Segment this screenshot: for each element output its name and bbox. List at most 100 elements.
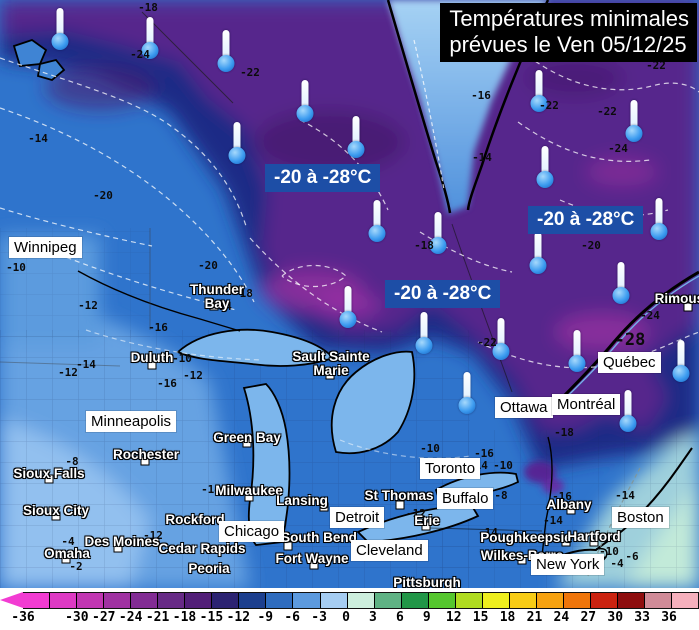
colorbar-tick-label: 3 bbox=[369, 610, 377, 625]
thermometer-bulb bbox=[347, 141, 365, 158]
contour-label: -16 bbox=[148, 321, 168, 334]
contour-label: -14 bbox=[543, 514, 563, 527]
thermometer-stem bbox=[535, 70, 543, 102]
colorbar-segment bbox=[617, 593, 645, 608]
forecast-title-line1: Températures minimales bbox=[449, 6, 689, 31]
contour-label: -22 bbox=[597, 105, 617, 118]
thermometer-bulb bbox=[51, 33, 69, 50]
city-marker bbox=[395, 500, 405, 510]
thermometer-icon bbox=[568, 330, 586, 376]
city-label-st-thomas: St Thomas bbox=[364, 488, 434, 503]
city-label-poughkeepsie: Poughkeepsie bbox=[480, 530, 572, 545]
colorbar-tick-label: 9 bbox=[422, 610, 431, 625]
thermometer-icon bbox=[625, 100, 643, 146]
city-marker bbox=[309, 560, 319, 570]
colorbar-tick-label: -18 bbox=[172, 610, 197, 625]
colorbar-tick-label: 18 bbox=[499, 610, 516, 625]
temperature-range-annotation: -20 à -28°C bbox=[385, 280, 501, 308]
contour-label: -14 bbox=[76, 358, 96, 371]
colorbar-tick-label: -6 bbox=[284, 610, 301, 625]
city-marker bbox=[319, 502, 329, 512]
contour-label: -24 bbox=[608, 142, 628, 155]
colorbar-tick-label: -30 bbox=[65, 610, 89, 625]
contour-label: -18 bbox=[554, 426, 574, 439]
contour-label: -4 bbox=[61, 535, 75, 548]
contour-label: -24 bbox=[130, 48, 150, 61]
temperature-range-annotation: -20 à -28°C bbox=[528, 206, 644, 234]
colorbar-segment bbox=[454, 593, 482, 608]
thermometer-bulb bbox=[458, 397, 476, 414]
colorbar-segment bbox=[508, 593, 536, 608]
contour-label: -22 bbox=[539, 99, 559, 112]
city-label-qu-bec: Québec bbox=[598, 352, 661, 373]
city-label-sioux-city: Sioux City bbox=[22, 503, 90, 518]
contour-label: -8 bbox=[65, 455, 79, 468]
city-marker bbox=[325, 370, 335, 380]
thermometer-icon bbox=[612, 262, 630, 308]
colorbar-segment bbox=[562, 593, 590, 608]
contour-label: -10 bbox=[493, 459, 513, 472]
contour-label: -12 bbox=[78, 299, 98, 312]
colorbar-segment bbox=[373, 593, 401, 608]
thermometer-stem bbox=[463, 372, 471, 404]
colorbar-tick-label: 12 bbox=[445, 610, 462, 625]
city-label-rockford: Rockford bbox=[165, 512, 225, 527]
thermometer-stem bbox=[301, 80, 309, 112]
thermometer-bulb bbox=[339, 311, 357, 328]
city-marker bbox=[517, 555, 527, 565]
contour-label: -6 bbox=[625, 550, 639, 563]
city-label-omaha: Omaha bbox=[44, 546, 90, 561]
thermometer-stem bbox=[624, 390, 632, 422]
contour-label: -22 bbox=[646, 59, 666, 72]
contour-label: -22 bbox=[240, 66, 260, 79]
colorbar-tick-label: 21 bbox=[526, 610, 543, 625]
contour-label: -14 bbox=[472, 151, 492, 164]
city-label-thunder-bay: Thunder Bay bbox=[190, 282, 244, 311]
thermometer-icon bbox=[650, 198, 668, 244]
colorbar-bar bbox=[0, 592, 699, 609]
thermometer-stem bbox=[655, 198, 663, 230]
thermometer-icon bbox=[415, 312, 433, 358]
colorbar-tick-label: 15 bbox=[472, 610, 489, 625]
colorbar-tick-label: -24 bbox=[118, 610, 143, 625]
colorbar-segment bbox=[671, 593, 699, 608]
thermometer-stem bbox=[56, 8, 64, 40]
contour-label: -12 bbox=[183, 369, 203, 382]
thermometer-stem bbox=[352, 116, 360, 148]
thermometer-bulb bbox=[141, 42, 159, 59]
city-label-peoria: Peoria bbox=[188, 561, 230, 576]
thermometer-bulb bbox=[217, 55, 235, 72]
colorbar-tick-label: 24 bbox=[553, 610, 570, 625]
colorbar-segment bbox=[481, 593, 509, 608]
colorbar-tick-label: -9 bbox=[257, 610, 274, 625]
contour-label: -18 bbox=[414, 239, 434, 252]
thermometer-bulb bbox=[492, 343, 510, 360]
city-label-cleveland: Cleveland bbox=[351, 540, 428, 561]
colorbar-tick-label: 27 bbox=[580, 610, 597, 625]
colorbar-segment bbox=[400, 593, 428, 608]
thermometer-stem bbox=[344, 286, 352, 318]
city-label-sioux-falls: Sioux Falls bbox=[13, 466, 85, 481]
thermometer-bulb bbox=[672, 365, 690, 382]
city-label-montr-al: Montréal bbox=[552, 394, 621, 415]
colorbar-segment bbox=[76, 593, 104, 608]
city-label-winnipeg: Winnipeg bbox=[9, 237, 82, 258]
thermometer-bulb bbox=[650, 223, 668, 240]
colorbar-tick-label: -3 bbox=[311, 610, 327, 625]
contour-label: -10 bbox=[6, 261, 26, 274]
colorbar-tick-label: -36 bbox=[11, 610, 35, 625]
city-marker bbox=[683, 302, 693, 312]
city-marker bbox=[51, 511, 61, 521]
colorbar-segment bbox=[346, 593, 374, 608]
colorbar-segment bbox=[103, 593, 131, 608]
temperature-range-annotation: -20 à -28°C bbox=[265, 164, 381, 192]
thermometer-stem bbox=[534, 232, 542, 264]
contour-label: -8 bbox=[494, 489, 508, 502]
city-label-pittsburgh: Pittsburgh bbox=[393, 575, 461, 590]
colorbar-segment bbox=[211, 593, 239, 608]
city-label-des-moines: Des Moines bbox=[84, 534, 160, 549]
city-label-boston: Boston bbox=[612, 507, 669, 528]
city-label-detroit: Detroit bbox=[330, 507, 385, 528]
colorbar-segment bbox=[157, 593, 185, 608]
colorbar-tick-label: 33 bbox=[634, 610, 650, 625]
